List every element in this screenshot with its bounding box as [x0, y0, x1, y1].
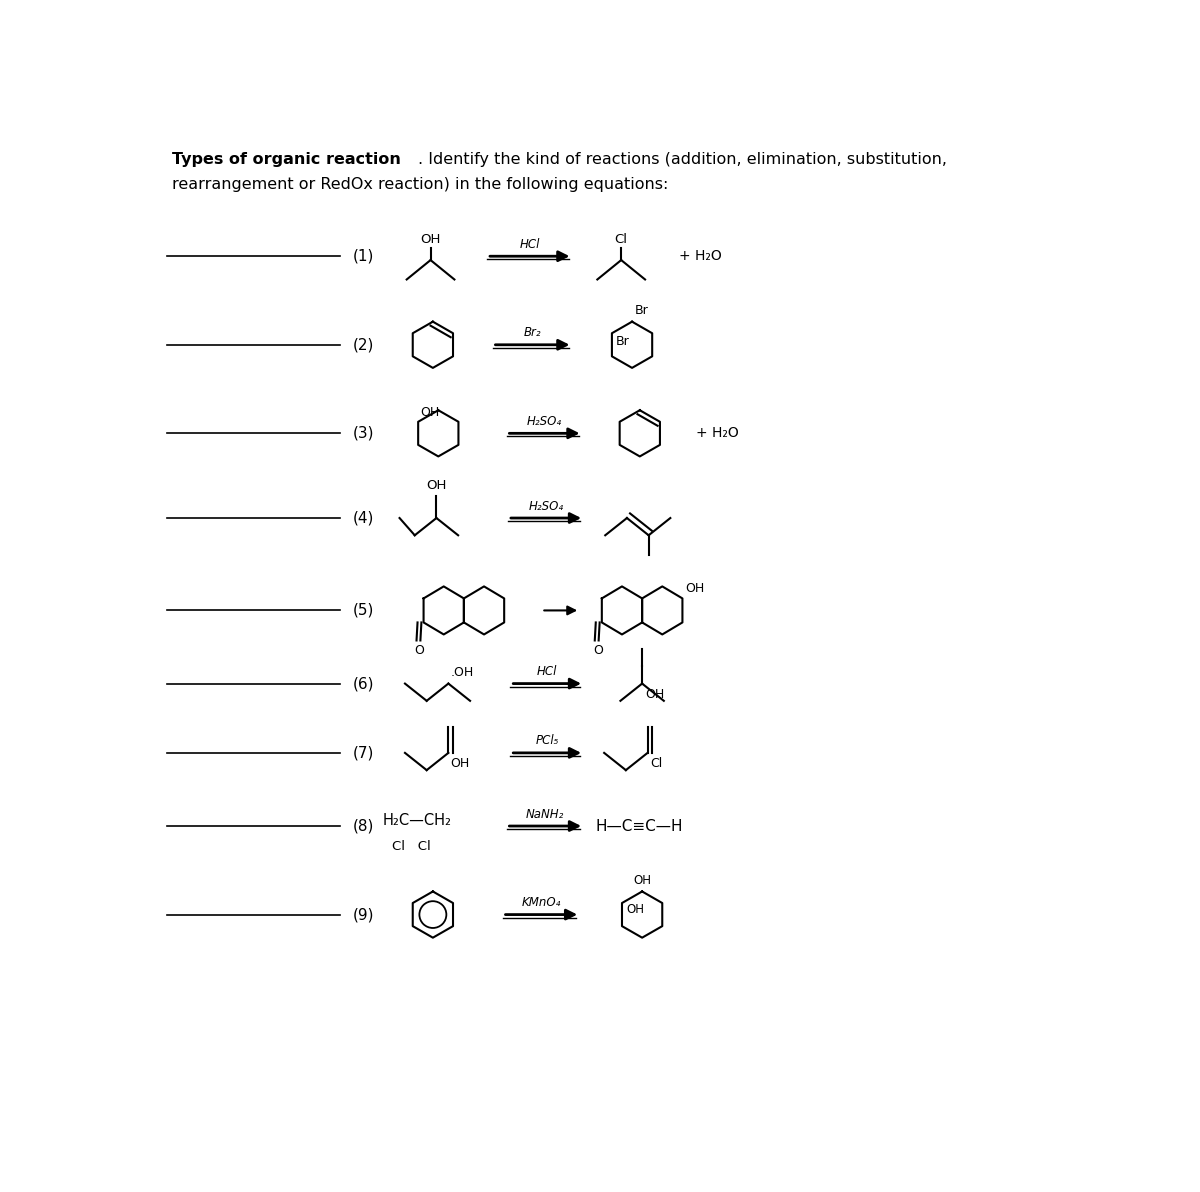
Text: Br: Br [616, 335, 630, 348]
Text: OH: OH [634, 874, 652, 887]
Text: HCl: HCl [520, 238, 540, 250]
Text: OH: OH [451, 757, 470, 770]
Text: OH: OH [420, 232, 440, 246]
Text: OH: OH [685, 583, 704, 595]
Text: H₂SO₄: H₂SO₄ [528, 499, 564, 513]
Text: Cl: Cl [614, 232, 628, 246]
Text: OH: OH [626, 904, 644, 915]
Text: PCl₅: PCl₅ [535, 734, 559, 747]
Text: Br₂: Br₂ [523, 327, 541, 340]
Text: (6): (6) [353, 676, 374, 691]
Text: + H₂O: + H₂O [696, 427, 739, 440]
Text: .OH: .OH [451, 666, 474, 679]
Text: O: O [414, 644, 425, 657]
Text: HCl: HCl [538, 665, 557, 678]
Text: (4): (4) [353, 510, 374, 526]
Text: OH: OH [646, 688, 665, 701]
Text: H—C≡C—H: H—C≡C—H [595, 819, 683, 833]
Text: + H₂O: + H₂O [678, 249, 721, 263]
Text: rearrangement or RedOx reaction) in the following equations:: rearrangement or RedOx reaction) in the … [172, 176, 668, 192]
Text: Br: Br [635, 304, 648, 317]
Text: (7): (7) [353, 745, 374, 760]
Text: OH: OH [420, 405, 439, 418]
Text: H₂SO₄: H₂SO₄ [527, 415, 562, 428]
Text: O: O [593, 644, 602, 657]
Text: Cl: Cl [650, 757, 662, 770]
Text: NaNH₂: NaNH₂ [526, 808, 564, 820]
Text: (5): (5) [353, 603, 374, 617]
Text: (9): (9) [353, 907, 374, 923]
Text: (2): (2) [353, 337, 374, 353]
Text: OH: OH [426, 479, 446, 492]
Text: Cl   Cl: Cl Cl [391, 840, 431, 853]
Text: (8): (8) [353, 819, 374, 833]
Text: KMnO₄: KMnO₄ [522, 896, 562, 909]
Text: . Identify the kind of reactions (addition, elimination, substitution,: . Identify the kind of reactions (additi… [418, 153, 947, 167]
Text: H₂C—CH₂: H₂C—CH₂ [383, 813, 451, 828]
Text: (1): (1) [353, 249, 374, 263]
Text: (3): (3) [353, 426, 374, 441]
Text: Types of organic reaction: Types of organic reaction [172, 153, 401, 167]
